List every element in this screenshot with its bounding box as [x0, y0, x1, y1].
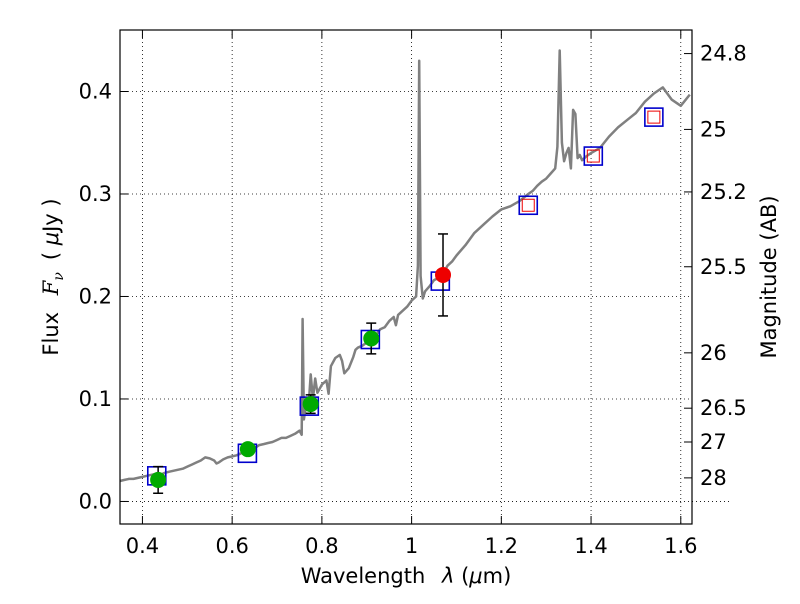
model-box-marker: [360, 329, 381, 350]
y2-tick-label: 25.2: [700, 180, 747, 204]
template-spectrum-line: [119, 49, 691, 483]
y-tick-label: 0.1: [79, 387, 112, 411]
y2-tick-label: 25: [700, 117, 727, 141]
x-tick-label: 0.6: [215, 534, 248, 558]
template-layer: [119, 49, 691, 483]
y2-tick-label: 28: [700, 466, 727, 490]
y2-tick-label: 25.5: [700, 255, 747, 279]
x-tick-label: 1.2: [485, 534, 518, 558]
photometry-point: [435, 266, 452, 283]
y-tick-label: 0.4: [79, 79, 112, 103]
model-box-marker: [583, 146, 604, 166]
x-tick-label: 0.4: [126, 534, 159, 558]
upper-limit-marker: [647, 110, 661, 124]
y-tick-label: 0.3: [79, 182, 112, 206]
y2-tick-label: 26.5: [700, 396, 747, 420]
x-tick-label: 1.4: [574, 534, 607, 558]
y2-tick-label: 26: [700, 341, 727, 365]
x-tick-label: 1: [405, 534, 418, 558]
y-tick-label: 0.2: [79, 284, 112, 308]
plot-frame: [119, 29, 693, 525]
upper-limit-marker: [586, 149, 600, 163]
upper-limit-marker: [521, 198, 535, 212]
model-box-marker: [644, 107, 664, 127]
grid-layer: [120, 30, 732, 524]
x-tick-label: 0.8: [305, 534, 338, 558]
y2-tick-label: 27: [700, 430, 727, 454]
model-box-marker: [518, 195, 539, 216]
y2-tick-label: 24.8: [700, 42, 747, 66]
axis-layer: 0.4 0.6 0.8 1 1.2 1.4 1.6 0.0 0.1 0.2 0.3 0.4 24.8 25…: [79, 30, 747, 558]
x-axis-title: Wavelength λ (μm): [301, 564, 512, 588]
marker-layer: [146, 107, 664, 495]
photometry-point: [302, 396, 319, 413]
photometry-point: [239, 441, 256, 458]
photometry-point: [363, 330, 380, 347]
x-tick-label: 1.6: [664, 534, 697, 558]
y-tick-label: 0.0: [79, 489, 112, 513]
y2-axis-title: Magnitude (AB): [757, 195, 781, 358]
y-axis-title: Flux Fν( μJy ): [39, 198, 67, 355]
photometry-point: [150, 471, 167, 488]
